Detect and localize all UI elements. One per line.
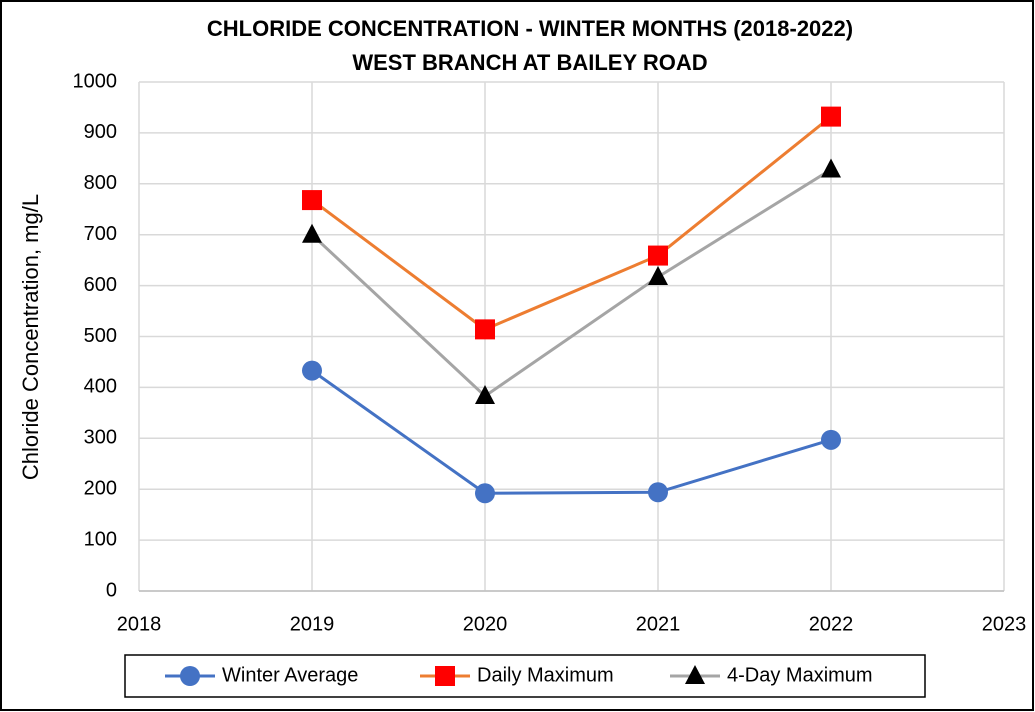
y-tick-label: 100	[84, 528, 117, 550]
y-tick-label: 700	[84, 223, 117, 245]
marker	[475, 319, 495, 340]
marker	[821, 106, 841, 127]
y-tick-label: 0	[106, 579, 117, 601]
marker	[302, 223, 322, 243]
marker	[821, 158, 841, 178]
legend-box	[124, 654, 926, 698]
marker	[648, 265, 668, 285]
y-tick-label: 200	[84, 477, 117, 499]
y-tick-label: 900	[84, 121, 117, 143]
y-tick-label: 800	[84, 172, 117, 194]
legend-marker	[435, 666, 455, 686]
x-tick-label: 2021	[636, 613, 681, 635]
y-tick-label: 300	[84, 427, 117, 449]
marker	[821, 429, 841, 450]
marker	[648, 245, 668, 266]
series-line	[311, 115, 832, 332]
x-tick-label: 2018	[117, 613, 162, 635]
y-axis-label: Chloride Concentration, mg/L	[18, 194, 43, 480]
legend-label: Daily Maximum	[477, 664, 614, 686]
legend-label: Winter Average	[222, 664, 358, 686]
series-line	[310, 168, 832, 398]
marker	[302, 360, 322, 381]
marker	[475, 483, 495, 504]
y-tick-label: 1000	[73, 70, 118, 92]
chart-title: CHLORIDE CONCENTRATION - WINTER MONTHS (…	[207, 16, 853, 41]
legend-marker	[685, 665, 705, 684]
marker	[648, 482, 668, 503]
x-tick-label: 2022	[809, 613, 854, 635]
chart-subtitle: WEST BRANCH AT BAILEY ROAD	[352, 50, 707, 75]
series-line	[311, 369, 832, 495]
y-tick-label: 600	[84, 274, 117, 296]
legend-marker	[180, 666, 200, 686]
legend-label: 4-Day Maximum	[727, 664, 873, 686]
marker	[302, 190, 322, 211]
y-tick-label: 400	[84, 376, 117, 398]
x-tick-label: 2019	[290, 613, 335, 635]
y-tick-label: 500	[84, 325, 117, 347]
x-tick-label: 2023	[982, 613, 1027, 635]
marker	[475, 385, 495, 405]
x-tick-label: 2020	[463, 613, 508, 635]
